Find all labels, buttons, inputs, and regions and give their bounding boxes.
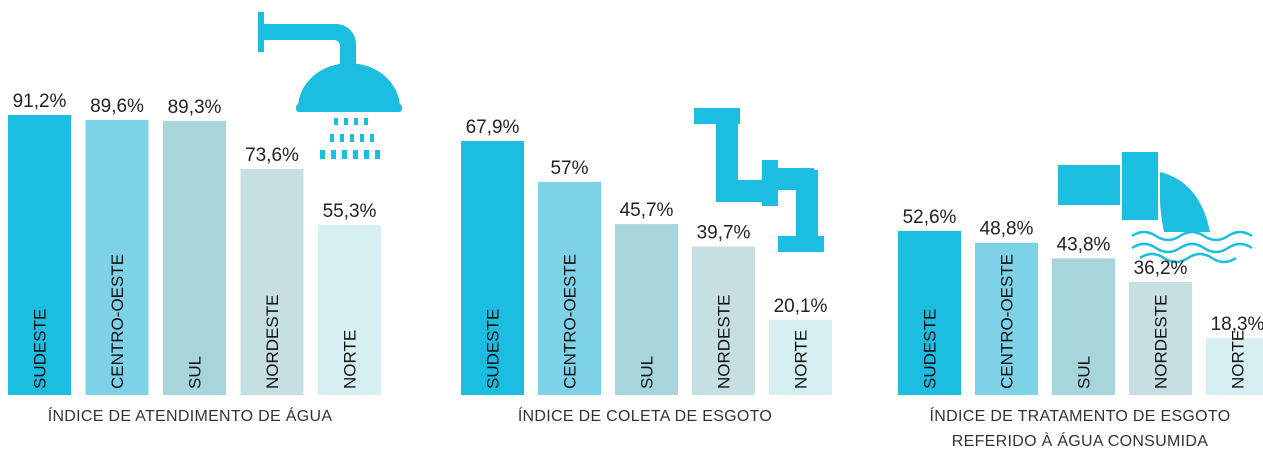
bar [1129,282,1192,395]
value-label: 67,9% [466,117,520,138]
bar [461,141,524,395]
category-label: CENTRO-OESTE [561,254,580,389]
chart-title: ÍNDICE DE ATENDIMENTO DE ÁGUA [47,408,333,425]
bar [898,230,961,395]
category-label: SUDESTE [484,309,503,389]
value-label: 20,1% [774,296,828,317]
category-label: SUL [1075,356,1094,389]
bar [975,242,1038,395]
bar [318,225,381,395]
value-label: 91,2% [13,91,67,112]
category-label: NORTE [341,330,360,389]
bar [1052,258,1115,395]
category-label: NORDESTE [715,295,734,389]
bar [538,181,601,395]
value-label: 89,3% [168,97,222,118]
value-label: 36,2% [1134,258,1188,279]
value-label: 43,8% [1057,234,1111,255]
category-label: SUDESTE [31,309,50,389]
category-label: NORTE [792,330,811,389]
category-label: CENTRO-OESTE [998,254,1017,389]
value-label: 55,3% [323,201,377,222]
bar [240,169,304,395]
bar [692,246,755,395]
category-label: NORDESTE [263,295,282,389]
faucet-icon [258,12,402,159]
value-label: 52,6% [903,207,957,228]
category-label: SUDESTE [921,309,940,389]
category-label: SUL [638,356,657,389]
value-label: 57% [550,158,588,179]
value-label: 39,7% [697,223,751,244]
bar [8,115,71,396]
value-label: 73,6% [245,145,299,166]
chart-title: ÍNDICE DE TRATAMENTO DE ESGOTO REFERIDO … [929,408,1231,450]
pipes-icon [694,108,824,252]
bar [615,224,678,395]
value-label: 89,6% [90,96,144,117]
bar [769,319,832,395]
category-label: NORTE [1229,330,1248,389]
value-label: 18,3% [1211,314,1263,335]
category-label: SUL [186,356,205,389]
outfall-icon [1058,152,1253,264]
value-label: 45,7% [620,200,674,221]
bar [85,119,149,395]
chart-title: ÍNDICE DE COLETA DE ESGOTO [517,408,773,425]
category-label: NORDESTE [1152,295,1171,389]
bar [163,120,226,395]
category-label: CENTRO-OESTE [108,254,127,389]
value-label: 48,8% [980,219,1034,240]
bar [1206,337,1263,395]
